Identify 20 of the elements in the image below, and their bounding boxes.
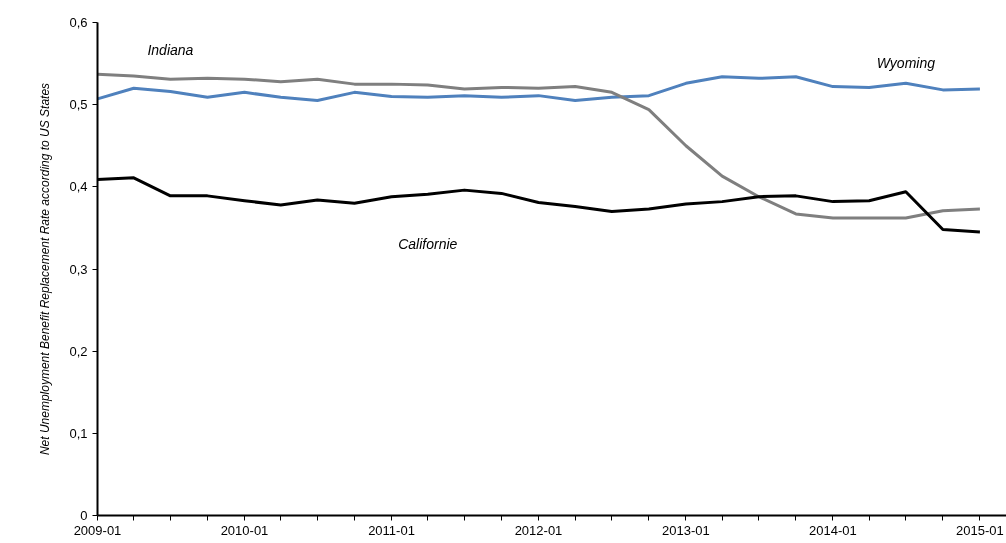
- x-tick-label: 2009-01: [73, 522, 122, 538]
- x-tick-label: 2013-01: [662, 522, 710, 538]
- x-tick-label: 2014-01: [809, 522, 857, 538]
- line-series: [97, 75, 982, 103]
- x-tick-label: 2012-01: [514, 522, 563, 538]
- y-tick-label: 0,2: [69, 343, 88, 359]
- x-tick-label: 2011-01: [368, 522, 415, 538]
- y-tick-label: 0: [80, 508, 88, 523]
- x-tick-label: 2015-01: [956, 522, 1004, 538]
- y-axis-title: Net Unemployment Benefit Replacement Rate according to US States: [38, 82, 53, 456]
- text: Californie: [398, 235, 458, 252]
- y-tick-label: 0,6: [69, 15, 88, 30]
- y-tick-label: 0,4: [69, 179, 88, 195]
- y-tick-label: 0,3: [69, 261, 88, 277]
- y-tick-label: 0,1: [69, 425, 88, 441]
- x-tick-label: 2010-01: [220, 522, 269, 538]
- series-label: Indiana: [147, 42, 194, 59]
- line-series: [97, 72, 982, 220]
- y-tick-label: 0,5: [69, 97, 88, 113]
- series-label: Wyoming: [876, 54, 936, 71]
